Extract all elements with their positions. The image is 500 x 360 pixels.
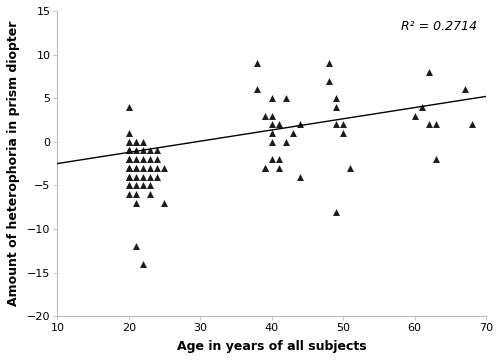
Text: R² = 0.2714: R² = 0.2714 bbox=[402, 20, 477, 33]
Point bbox=[260, 113, 268, 118]
Point bbox=[125, 130, 133, 136]
Point bbox=[154, 165, 162, 171]
Point bbox=[146, 191, 154, 197]
Point bbox=[268, 113, 276, 118]
Point bbox=[160, 200, 168, 206]
Point bbox=[139, 261, 147, 267]
Y-axis label: Amount of heterophoria in prism diopter: Amount of heterophoria in prism diopter bbox=[7, 21, 20, 306]
Point bbox=[425, 121, 433, 127]
Point bbox=[125, 165, 133, 171]
Point bbox=[132, 183, 140, 188]
Point bbox=[154, 156, 162, 162]
Point bbox=[268, 95, 276, 101]
Point bbox=[139, 156, 147, 162]
Point bbox=[125, 104, 133, 110]
Point bbox=[132, 139, 140, 145]
Point bbox=[125, 148, 133, 153]
Point bbox=[332, 104, 340, 110]
Point bbox=[275, 165, 283, 171]
Point bbox=[332, 121, 340, 127]
Point bbox=[332, 209, 340, 215]
Point bbox=[125, 139, 133, 145]
Point bbox=[325, 60, 333, 66]
Point bbox=[132, 200, 140, 206]
Point bbox=[339, 130, 347, 136]
Point bbox=[125, 174, 133, 180]
Point bbox=[346, 165, 354, 171]
Point bbox=[125, 139, 133, 145]
Point bbox=[132, 165, 140, 171]
Point bbox=[125, 148, 133, 153]
Point bbox=[418, 104, 426, 110]
Point bbox=[254, 86, 262, 92]
Point bbox=[125, 156, 133, 162]
Point bbox=[432, 156, 440, 162]
Point bbox=[139, 139, 147, 145]
Point bbox=[146, 156, 154, 162]
Point bbox=[275, 121, 283, 127]
Point bbox=[296, 121, 304, 127]
Point bbox=[132, 174, 140, 180]
Point bbox=[125, 156, 133, 162]
Point bbox=[154, 148, 162, 153]
Point bbox=[410, 113, 418, 118]
Point bbox=[282, 95, 290, 101]
Point bbox=[146, 165, 154, 171]
Point bbox=[125, 191, 133, 197]
Point bbox=[282, 139, 290, 145]
Point bbox=[339, 121, 347, 127]
Point bbox=[132, 148, 140, 153]
Point bbox=[132, 165, 140, 171]
Point bbox=[260, 165, 268, 171]
Point bbox=[125, 174, 133, 180]
Point bbox=[332, 95, 340, 101]
Point bbox=[268, 139, 276, 145]
Point bbox=[296, 174, 304, 180]
Point bbox=[460, 86, 468, 92]
Point bbox=[125, 174, 133, 180]
Point bbox=[468, 121, 475, 127]
Point bbox=[275, 156, 283, 162]
Point bbox=[132, 191, 140, 197]
Point bbox=[132, 156, 140, 162]
Point bbox=[132, 139, 140, 145]
Point bbox=[146, 148, 154, 153]
X-axis label: Age in years of all subjects: Age in years of all subjects bbox=[177, 340, 366, 353]
Point bbox=[125, 165, 133, 171]
Point bbox=[432, 121, 440, 127]
Point bbox=[268, 121, 276, 127]
Point bbox=[268, 130, 276, 136]
Point bbox=[132, 243, 140, 249]
Point bbox=[139, 174, 147, 180]
Point bbox=[268, 156, 276, 162]
Point bbox=[125, 165, 133, 171]
Point bbox=[125, 148, 133, 153]
Point bbox=[139, 165, 147, 171]
Point bbox=[154, 174, 162, 180]
Point bbox=[125, 183, 133, 188]
Point bbox=[254, 60, 262, 66]
Point bbox=[146, 174, 154, 180]
Point bbox=[325, 78, 333, 84]
Point bbox=[125, 183, 133, 188]
Point bbox=[146, 183, 154, 188]
Point bbox=[260, 165, 268, 171]
Point bbox=[125, 156, 133, 162]
Point bbox=[160, 165, 168, 171]
Point bbox=[425, 69, 433, 75]
Point bbox=[139, 148, 147, 153]
Point bbox=[289, 130, 297, 136]
Point bbox=[139, 183, 147, 188]
Point bbox=[125, 165, 133, 171]
